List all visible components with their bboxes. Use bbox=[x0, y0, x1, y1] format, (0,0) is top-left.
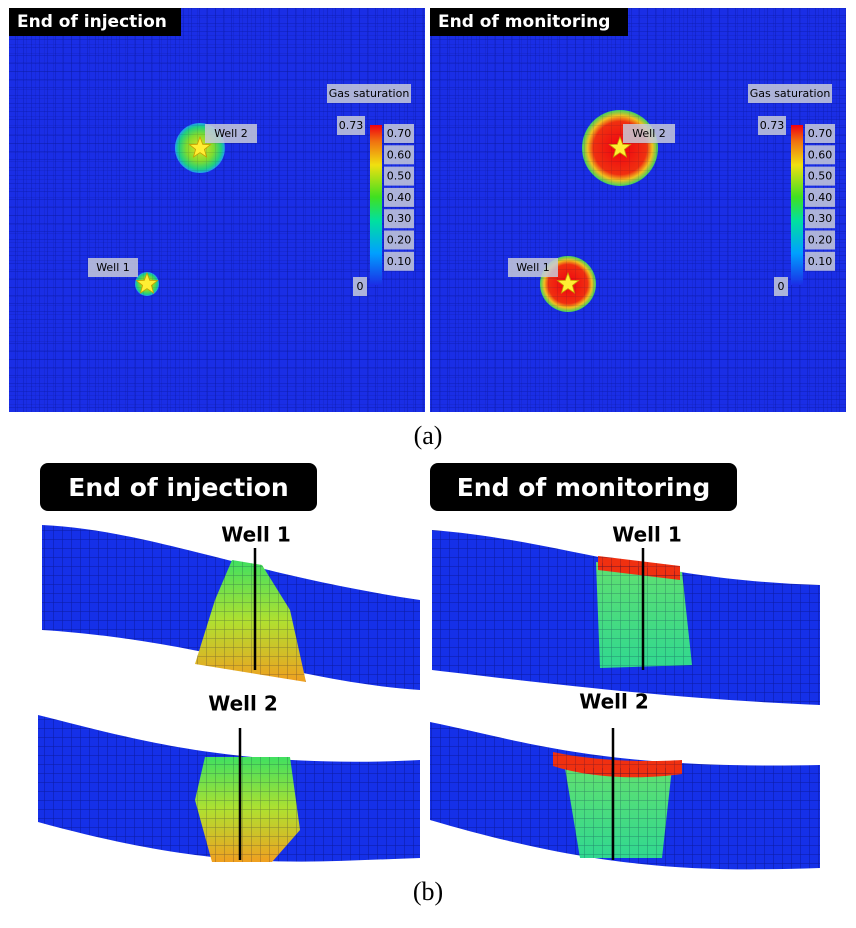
label-box bbox=[758, 116, 786, 135]
label-box bbox=[384, 209, 414, 229]
plume-grid bbox=[565, 768, 672, 858]
well-label: Well 2 bbox=[632, 127, 666, 140]
map-title-box bbox=[9, 8, 181, 36]
label-box bbox=[508, 258, 558, 277]
well-label: Well 1 bbox=[221, 523, 291, 547]
well-label: 0.50 bbox=[808, 170, 833, 183]
well-label: 0.60 bbox=[808, 148, 833, 161]
colorbar bbox=[370, 125, 382, 285]
label-box bbox=[353, 277, 367, 296]
well-label: 0.40 bbox=[808, 191, 833, 204]
label-box bbox=[623, 124, 675, 143]
label-box bbox=[384, 251, 414, 271]
label-box bbox=[805, 145, 835, 165]
plume-grid bbox=[553, 752, 682, 778]
well-star bbox=[188, 135, 212, 158]
plume-grid bbox=[430, 8, 846, 412]
well-label: 0 bbox=[778, 280, 785, 293]
well-label: Well 2 bbox=[214, 127, 248, 140]
well-star bbox=[608, 135, 632, 158]
well-label: 0.50 bbox=[387, 170, 412, 183]
plume-grid bbox=[598, 556, 680, 580]
well-label: 0.20 bbox=[808, 234, 833, 247]
well-label: Gas saturation bbox=[329, 87, 410, 100]
section-title-box bbox=[430, 463, 737, 511]
label-box bbox=[205, 124, 257, 143]
well-label: 0.10 bbox=[808, 255, 833, 268]
well-label: 0.30 bbox=[808, 212, 833, 225]
label-box bbox=[88, 258, 138, 277]
map-title: End of monitoring bbox=[438, 12, 610, 32]
label-box bbox=[774, 277, 788, 296]
caption: (a) bbox=[414, 421, 443, 450]
label-box bbox=[805, 251, 835, 271]
well-label: Gas saturation bbox=[750, 87, 831, 100]
caption: (b) bbox=[413, 877, 443, 906]
label-box bbox=[805, 230, 835, 250]
label-box bbox=[337, 116, 365, 135]
well-star bbox=[135, 271, 159, 294]
label-box bbox=[805, 166, 835, 186]
section-title: End of injection bbox=[68, 473, 288, 502]
plume-grid bbox=[9, 8, 425, 412]
label-box bbox=[748, 84, 832, 103]
label-box bbox=[805, 209, 835, 229]
colorbar bbox=[791, 125, 803, 285]
plume-grid bbox=[195, 757, 300, 862]
well-label: 0 bbox=[357, 280, 364, 293]
well-label: Well 1 bbox=[612, 523, 682, 547]
label-box bbox=[384, 124, 414, 143]
map-title: End of injection bbox=[17, 12, 167, 32]
label-box bbox=[384, 145, 414, 165]
label-box bbox=[384, 230, 414, 250]
section-title-box bbox=[40, 463, 317, 511]
well-label: 0.73 bbox=[760, 119, 785, 132]
well-label: 0.70 bbox=[387, 127, 412, 140]
well-label: Well 2 bbox=[208, 692, 278, 716]
section-title: End of monitoring bbox=[457, 473, 711, 502]
well-label: 0.60 bbox=[387, 148, 412, 161]
well-label: 0.10 bbox=[387, 255, 412, 268]
well-label: 0.73 bbox=[339, 119, 364, 132]
well-label: Well 1 bbox=[516, 261, 550, 274]
well-label: Well 1 bbox=[96, 261, 130, 274]
label-box bbox=[384, 187, 414, 207]
map-title-box bbox=[430, 8, 628, 36]
well-label: 0.20 bbox=[387, 234, 412, 247]
plume-grid bbox=[195, 560, 306, 682]
label-box bbox=[805, 187, 835, 207]
well-label: 0.70 bbox=[808, 127, 833, 140]
well-label: Well 2 bbox=[579, 690, 649, 714]
well-star bbox=[556, 271, 580, 294]
label-box bbox=[384, 166, 414, 186]
label-box bbox=[327, 84, 411, 103]
label-box bbox=[805, 124, 835, 143]
well-label: 0.30 bbox=[387, 212, 412, 225]
well-label: 0.40 bbox=[387, 191, 412, 204]
